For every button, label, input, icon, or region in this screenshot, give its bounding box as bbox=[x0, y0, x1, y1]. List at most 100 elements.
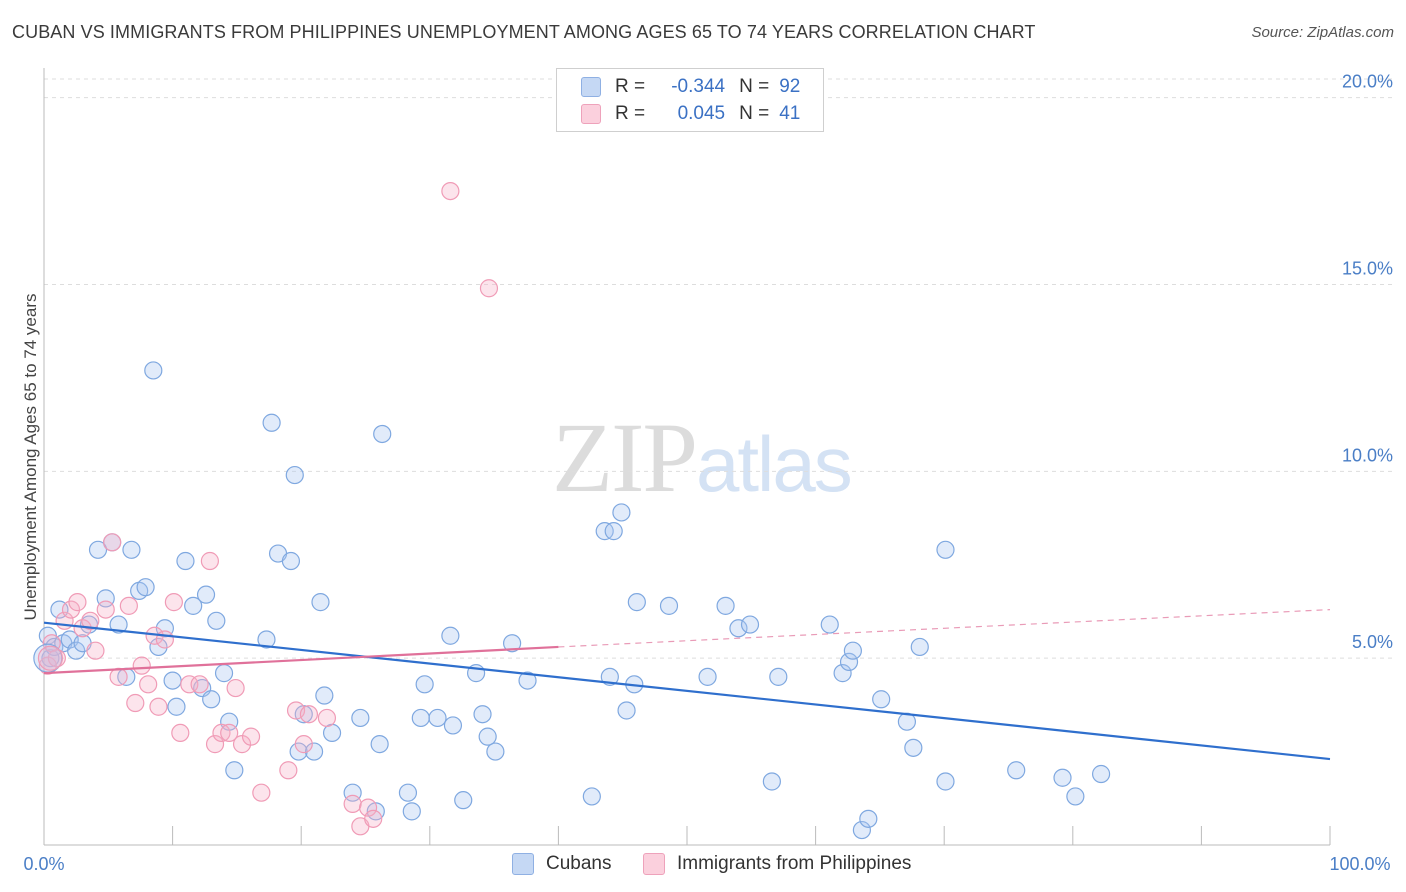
cuban-point bbox=[428, 708, 447, 728]
watermark-atlas: atlas bbox=[696, 420, 853, 508]
cuban-point bbox=[627, 593, 646, 612]
cuban-point bbox=[762, 772, 781, 791]
philippines-point bbox=[317, 708, 337, 728]
r-label: R = bbox=[615, 103, 646, 124]
axes bbox=[43, 68, 1331, 846]
y-tick-label: 5.0% bbox=[1352, 632, 1393, 652]
cuban-point bbox=[144, 361, 163, 380]
cuban-point bbox=[443, 716, 463, 735]
cuban-point bbox=[716, 596, 735, 615]
philippines-point bbox=[86, 641, 105, 660]
n-value: 41 bbox=[779, 103, 801, 124]
cuban-point bbox=[486, 742, 505, 761]
cuban-point bbox=[196, 585, 216, 604]
cuban-point bbox=[136, 578, 155, 597]
cuban-point bbox=[214, 664, 234, 683]
cuban-point bbox=[843, 641, 862, 660]
n-value: 92 bbox=[779, 76, 801, 97]
philippines-point bbox=[132, 656, 151, 675]
cuban-point bbox=[373, 424, 392, 444]
source-label: Source: ZipAtlas.com bbox=[1251, 24, 1394, 41]
cuban-point bbox=[285, 465, 304, 485]
philippines-point bbox=[279, 761, 298, 780]
cuban-point bbox=[600, 667, 619, 686]
trend-lines bbox=[43, 608, 1331, 761]
cuban-point bbox=[729, 619, 748, 638]
cuban-point bbox=[852, 820, 871, 840]
cuban-point bbox=[1007, 761, 1026, 780]
philippines-swatch bbox=[581, 104, 601, 124]
cuban-point bbox=[411, 708, 430, 728]
philippines-point bbox=[68, 593, 87, 612]
tick-labels: 5.0% 10.0% 15.0% 20.0% 0.0% 100.0% bbox=[23, 72, 1393, 874]
x-tick-label-min: 0.0% bbox=[23, 854, 64, 874]
cuban-point bbox=[67, 641, 86, 660]
philippines-legend-swatch bbox=[643, 853, 665, 875]
philippines-point bbox=[190, 675, 209, 694]
philippines-point bbox=[81, 611, 100, 630]
cuban-point bbox=[304, 742, 324, 761]
philippines-point bbox=[149, 697, 168, 716]
cuban-point bbox=[109, 615, 128, 634]
cuban-point bbox=[184, 596, 203, 615]
cuban-point bbox=[207, 611, 226, 630]
cuban-point bbox=[612, 503, 631, 522]
legend-row-philippines: R = 0.045 N = 41 bbox=[581, 101, 800, 127]
philippines-point bbox=[212, 723, 231, 743]
philippines-point bbox=[200, 551, 219, 571]
cuban-point bbox=[441, 626, 460, 645]
series-legend: Cubans Immigrants from Philippines bbox=[0, 851, 1406, 879]
y-tick-label: 15.0% bbox=[1342, 259, 1393, 279]
cuban-point bbox=[936, 540, 955, 559]
philippines-trend-extension bbox=[558, 608, 1331, 648]
cuban-point bbox=[859, 809, 878, 828]
watermark-zip: ZIP bbox=[552, 402, 698, 513]
cuban-point bbox=[415, 675, 434, 694]
philippines-point bbox=[226, 678, 245, 698]
cuban-point bbox=[257, 630, 276, 649]
philippines-trend-line bbox=[43, 645, 559, 675]
cuban-point bbox=[315, 686, 334, 705]
philippines-point bbox=[364, 809, 383, 828]
philippines-point bbox=[205, 735, 225, 754]
cubans-legend-swatch bbox=[512, 853, 534, 875]
cuban-point bbox=[122, 540, 141, 559]
legend-item-philippines: Immigrants from Philippines bbox=[643, 853, 911, 875]
cuban-point bbox=[281, 551, 301, 571]
cuban-point bbox=[617, 701, 636, 720]
philippines-point bbox=[252, 783, 271, 802]
cuban-point bbox=[163, 671, 182, 690]
r-value: -0.344 bbox=[671, 76, 726, 97]
chart-title: CUBAN VS IMMIGRANTS FROM PHILIPPINES UNE… bbox=[12, 22, 1036, 42]
cuban-point bbox=[582, 787, 601, 806]
cuban-point bbox=[904, 738, 923, 757]
cubans-legend-label: Cubans bbox=[546, 853, 612, 874]
philippines-point bbox=[103, 533, 122, 552]
cuban-point bbox=[604, 522, 623, 541]
y-tick-label: 10.0% bbox=[1342, 445, 1393, 465]
grid-lines bbox=[44, 78, 1392, 659]
x-tick-label-max: 100.0% bbox=[1329, 854, 1390, 874]
cuban-point bbox=[478, 727, 497, 746]
philippines-point bbox=[241, 727, 261, 746]
cuban-point bbox=[149, 637, 168, 657]
cuban-point bbox=[351, 708, 370, 728]
r-value: 0.045 bbox=[677, 103, 726, 124]
philippines-point bbox=[119, 596, 138, 615]
cuban-point bbox=[262, 413, 281, 432]
philippines-point-cluster bbox=[37, 645, 64, 671]
cuban-point bbox=[518, 671, 537, 690]
philippines-point bbox=[164, 593, 183, 612]
cuban-point bbox=[839, 652, 859, 672]
data-points bbox=[33, 181, 1111, 840]
cuban-point bbox=[910, 637, 929, 657]
philippines-point bbox=[343, 794, 362, 813]
cuban-point bbox=[473, 705, 492, 724]
cuban-point bbox=[454, 791, 473, 810]
cuban-point bbox=[820, 615, 839, 634]
cuban-point bbox=[402, 802, 421, 821]
cuban-point bbox=[202, 690, 221, 709]
cuban-point bbox=[41, 649, 60, 668]
philippines-point bbox=[294, 735, 313, 754]
